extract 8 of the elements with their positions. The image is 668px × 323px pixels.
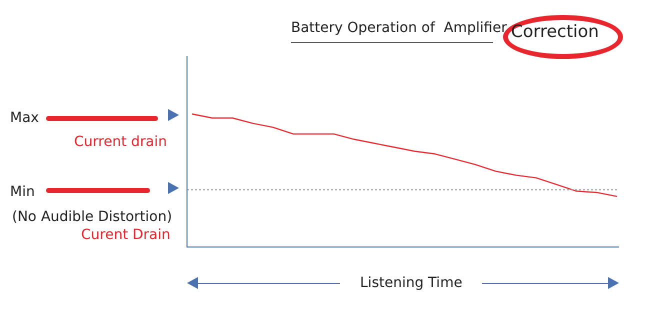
text: Min: [10, 184, 35, 200]
text: Correction: [511, 22, 599, 42]
x-axis-title: Listening Time: [340, 275, 482, 291]
text: Curent Drain: [81, 227, 170, 243]
chart-title: Battery Operation of Amplifier: [291, 20, 507, 38]
text: (No Audible Distortion): [12, 209, 172, 225]
text: Current drain: [74, 134, 168, 150]
text: Max: [10, 110, 39, 126]
